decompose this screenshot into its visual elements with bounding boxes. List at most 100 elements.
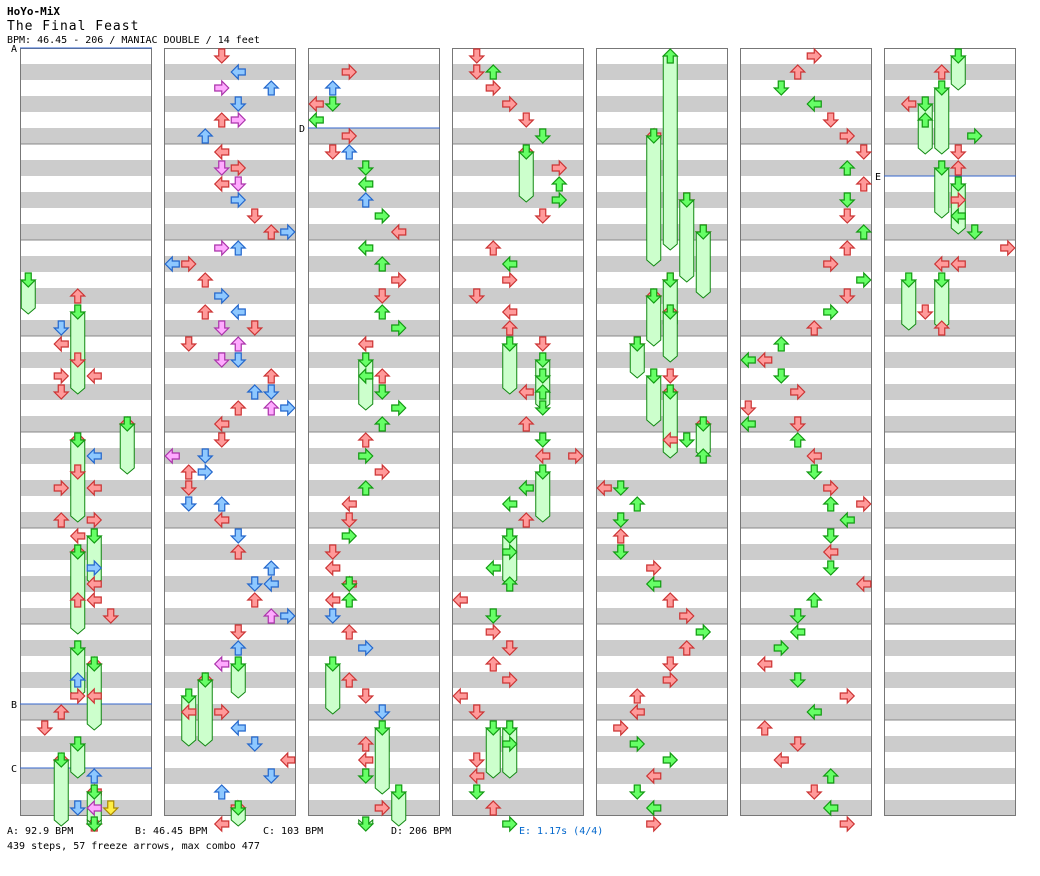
right-arrow [280, 399, 296, 417]
right-arrow [230, 191, 247, 209]
left-arrow [773, 751, 789, 769]
beat-stripe [740, 512, 872, 528]
beat-stripe [596, 288, 728, 304]
left-arrow [324, 559, 341, 577]
beat-stripe [596, 480, 728, 496]
up-arrow [262, 608, 280, 624]
beat-stripe [164, 64, 296, 80]
down-arrow [52, 752, 70, 768]
right-arrow [214, 703, 230, 721]
beat-stripe [452, 768, 584, 784]
chart-stats: 439 steps, 57 freeze arrows, max combo 4… [7, 841, 260, 852]
beat-stripe [884, 352, 1016, 368]
beat-stripe [596, 160, 728, 176]
down-arrow [468, 784, 486, 800]
down-arrow [534, 128, 552, 144]
down-arrow [900, 272, 918, 288]
beat-stripe [452, 128, 584, 144]
down-arrow [501, 640, 519, 656]
up-arrow [772, 336, 790, 352]
right-arrow [358, 447, 374, 465]
beat-stripe [452, 320, 584, 336]
right-arrow [629, 735, 646, 753]
down-arrow [645, 128, 663, 144]
beat-stripe [884, 512, 1016, 528]
down-arrow [855, 144, 873, 160]
down-arrow [357, 352, 375, 368]
beat-stripe [452, 512, 584, 528]
chart-column [452, 48, 584, 816]
left-arrow [806, 95, 822, 113]
right-arrow [806, 47, 823, 65]
artist-name: HoYo-MiX [7, 5, 60, 18]
left-arrow [822, 543, 839, 561]
beat-stripe [452, 800, 584, 816]
beat-stripe [884, 800, 1016, 816]
down-arrow [534, 368, 552, 384]
freeze-arrow [662, 391, 678, 459]
beat-stripe [452, 416, 584, 432]
down-arrow [484, 720, 502, 736]
right-arrow [341, 527, 358, 545]
down-arrow [789, 416, 807, 432]
column-border [740, 48, 872, 816]
down-arrow [324, 544, 342, 560]
song-title: The Final Feast [7, 19, 140, 34]
up-arrow [534, 384, 552, 400]
down-arrow [69, 464, 87, 480]
beat-stripe [308, 416, 440, 432]
right-arrow [856, 271, 872, 289]
beat-stripe [884, 704, 1016, 720]
up-arrow [340, 624, 358, 640]
down-arrow [229, 800, 247, 816]
down-arrow [661, 656, 679, 672]
down-arrow [246, 576, 264, 592]
beat-stripe [452, 480, 584, 496]
beat-stripe [20, 704, 152, 720]
up-arrow [501, 320, 519, 336]
right-arrow [53, 479, 70, 497]
up-arrow [855, 224, 873, 240]
down-arrow [694, 224, 712, 240]
column-border [308, 48, 440, 816]
beat-stripe [308, 448, 440, 464]
up-arrow [229, 240, 247, 256]
right-arrow [502, 815, 518, 833]
beat-stripe [884, 192, 1016, 208]
left-arrow [86, 687, 102, 705]
right-arrow [53, 367, 70, 385]
right-arrow [391, 319, 407, 337]
down-arrow [102, 608, 120, 624]
freeze-arrow [70, 439, 86, 523]
up-arrow [324, 80, 342, 96]
left-arrow [213, 175, 230, 193]
down-arrow [534, 464, 552, 480]
down-arrow [645, 368, 663, 384]
beat-stripe [884, 736, 1016, 752]
beat-stripe [20, 160, 152, 176]
left-arrow [452, 591, 468, 609]
beat-stripe [164, 800, 296, 816]
right-arrow [86, 511, 103, 529]
beat-stripe [164, 384, 296, 400]
left-arrow [933, 255, 950, 273]
right-arrow [280, 223, 296, 241]
beat-stripe [596, 224, 728, 240]
beat-stripe [164, 512, 296, 528]
beat-stripe [308, 672, 440, 688]
beat-stripe [20, 768, 152, 784]
beat-stripe [884, 672, 1016, 688]
beat-stripe [164, 672, 296, 688]
left-arrow [164, 255, 180, 273]
up-arrow [373, 368, 391, 384]
left-arrow [756, 351, 773, 369]
down-arrow [102, 800, 120, 816]
left-arrow [596, 479, 612, 497]
beat-stripe [884, 256, 1016, 272]
left-arrow [180, 703, 197, 721]
down-arrow [69, 544, 87, 560]
beat-stripe [740, 352, 872, 368]
beat-stripe [164, 480, 296, 496]
down-arrow [966, 224, 984, 240]
beat-stripe [452, 384, 584, 400]
